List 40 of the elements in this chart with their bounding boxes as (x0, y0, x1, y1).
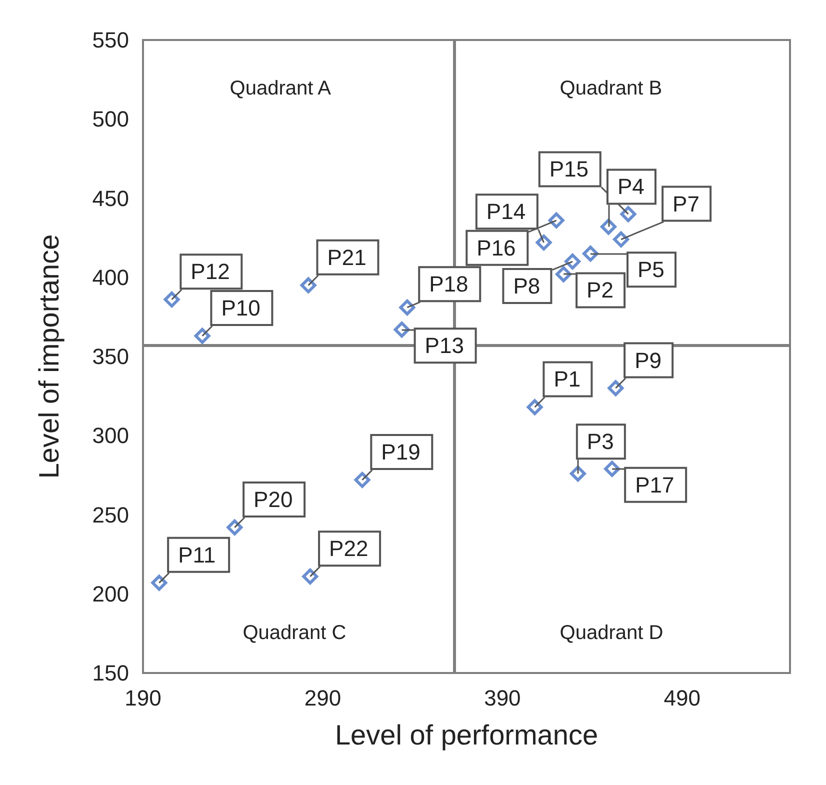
y-tick-label: 400 (92, 264, 129, 290)
annotation: P19 (381, 440, 420, 465)
annotation: P8 (513, 273, 540, 298)
y-tick-label: 350 (92, 344, 129, 369)
annotation: P17 (635, 472, 674, 498)
x-tick-label: 490 (664, 686, 701, 710)
y-tick-label: 150 (92, 660, 129, 686)
annotation: P3 (586, 429, 614, 454)
annotation: P12 (190, 259, 230, 284)
annotation: Quadrant D (560, 622, 664, 644)
y-tick-label: 250 (92, 502, 129, 528)
annotation: P13 (424, 333, 464, 358)
annotation: P22 (329, 536, 368, 562)
y-tick-label: 550 (92, 28, 129, 52)
annotation: P5 (638, 257, 664, 282)
x-tick-label: 190 (124, 686, 162, 710)
x-tick-label: 390 (484, 686, 521, 710)
annotation: P4 (617, 174, 644, 200)
annotation: P10 (221, 296, 260, 321)
annotation: P18 (429, 272, 468, 297)
annotation: Quadrant A (230, 78, 332, 100)
x-tick-label: 290 (304, 686, 342, 710)
annotation: P20 (254, 487, 293, 512)
annotation: P15 (549, 156, 589, 182)
annotation: P9 (634, 348, 662, 373)
annotation: P16 (476, 235, 516, 260)
annotation: P21 (327, 244, 366, 270)
annotation: P14 (486, 199, 526, 224)
x-axis-title: Level of performance (334, 720, 598, 750)
annotation: Quadrant C (242, 622, 346, 644)
annotation: Quadrant B (560, 78, 662, 100)
annotation: P2 (586, 278, 614, 303)
y-tick-label: 450 (92, 186, 129, 211)
annotation: P1 (554, 366, 581, 392)
y-tick-label: 500 (92, 106, 129, 132)
y-tick-label: 300 (92, 423, 129, 448)
annotation: P7 (672, 191, 700, 216)
y-tick-label: 200 (92, 581, 129, 606)
annotation: P11 (178, 542, 216, 568)
y-axis-title: Level of importance (34, 234, 64, 479)
